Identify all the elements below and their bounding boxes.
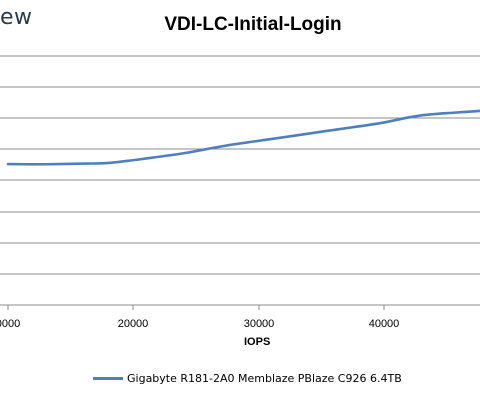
legend-swatch: [93, 377, 123, 380]
legend: Gigabyte R181-2A0 Memblaze PBlaze C926 6…: [93, 372, 402, 385]
x-tick-label: 30000: [244, 318, 275, 330]
legend-label: Gigabyte R181-2A0 Memblaze PBlaze C926 6…: [127, 372, 402, 385]
brand-logo-fragment: ew: [0, 5, 33, 30]
x-axis-label: IOPS: [244, 336, 271, 348]
chart-title: VDI-LC-Initial-Login: [164, 14, 342, 35]
x-tick-labels: 0000 20000 30000 40000: [0, 318, 399, 330]
x-tick-marks: [7, 305, 385, 310]
x-tick-label: 40000: [369, 318, 400, 330]
series-line: [6, 109, 480, 166]
gridlines: [0, 55, 480, 275]
x-tick-label: 0000: [0, 318, 20, 330]
x-tick-label: 20000: [118, 318, 149, 330]
